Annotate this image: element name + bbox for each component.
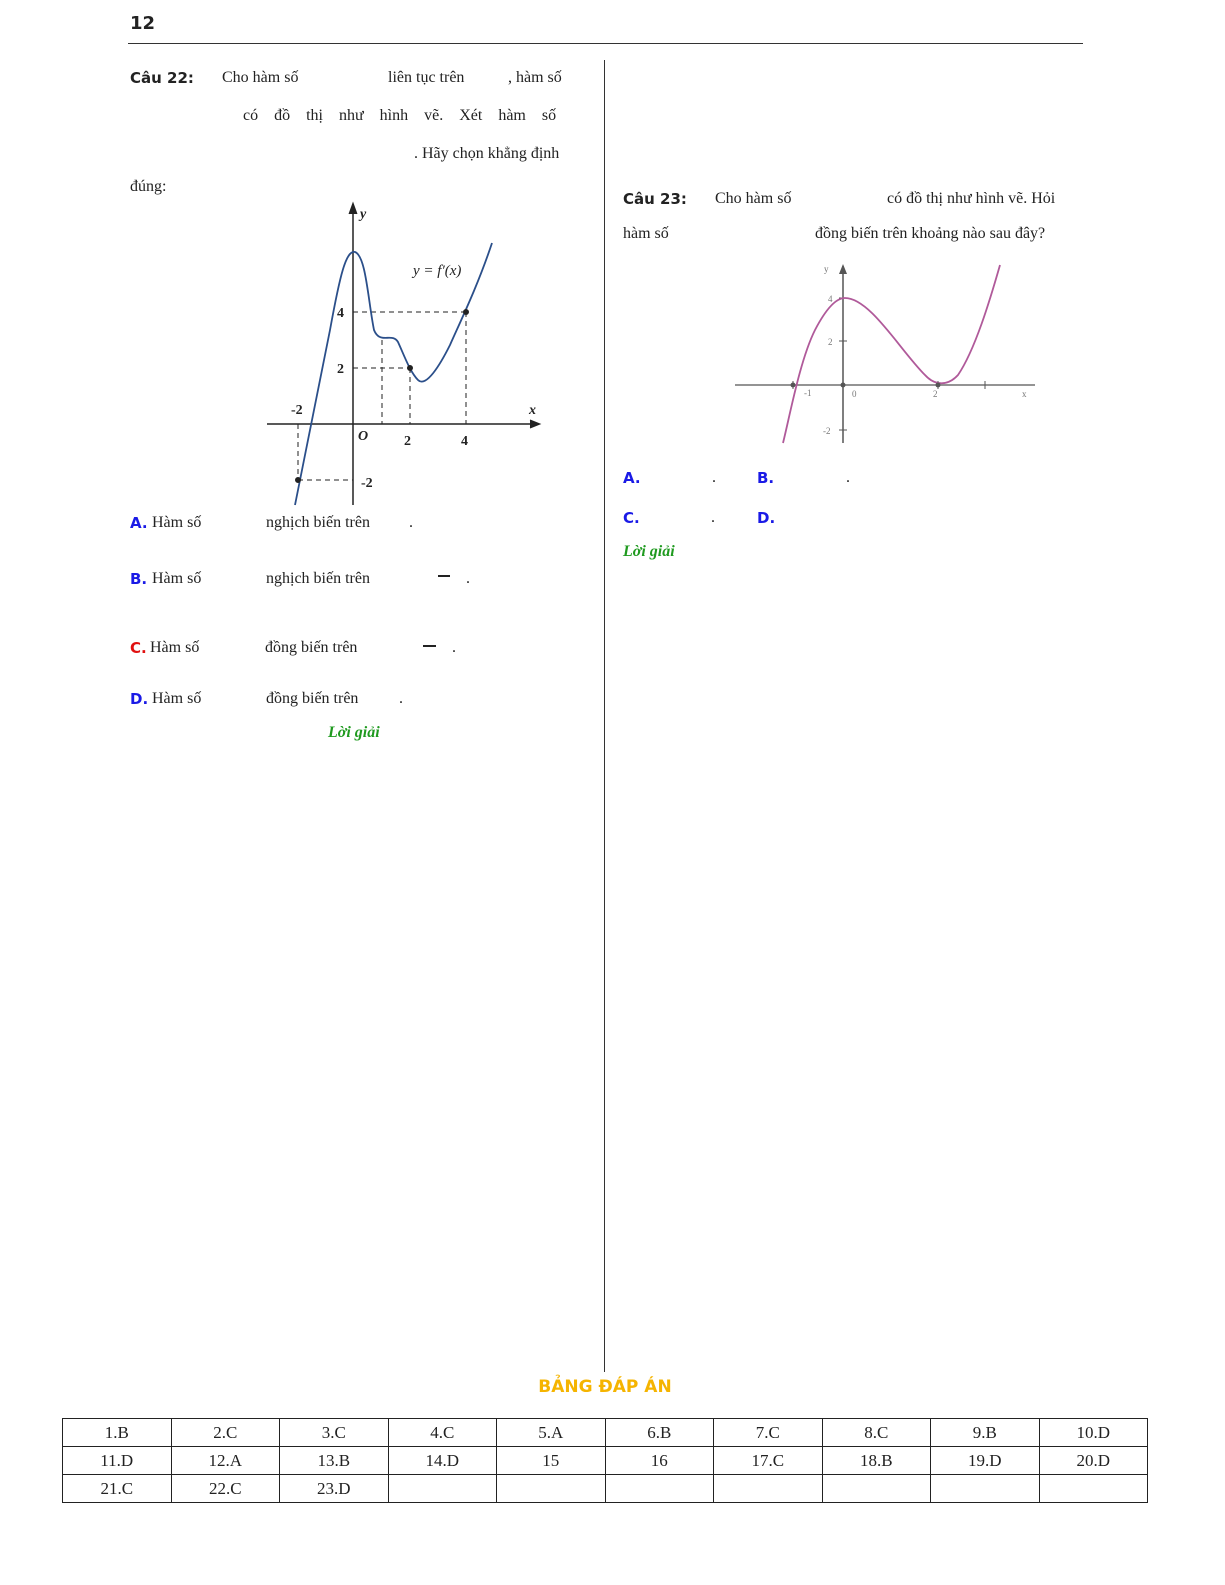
header-rule [128,43,1083,44]
table-cell [821,1474,931,1503]
tick-label: 2 [933,389,938,399]
tick-label: 4 [828,294,833,304]
text: . [712,469,716,486]
table-row: 1.B 2.C 3.C 4.C 5.A 6.B 7.C 8.C 9.B 10.D [62,1418,1148,1447]
table-cell: 12.A [170,1446,280,1475]
table-cell: 14.D [387,1446,497,1475]
text: có đồ thị như hình vẽ. Hỏi [887,190,1056,207]
tick-label: -2 [361,476,373,491]
table-cell: 22.C [170,1474,280,1503]
table-cell: 7.C [713,1418,823,1447]
origin-label: O [358,429,368,444]
table-cell: 18.B [821,1446,931,1475]
tick-label: -2 [823,426,831,436]
option-letter: D. [757,509,776,527]
table-cell: 13.B [279,1446,389,1475]
text: đúng: [130,178,167,195]
text: nghịch biến trên [266,570,370,587]
table-cell: 2.C [170,1418,280,1447]
axis-label: y [824,264,829,274]
table-cell: 15 [496,1446,606,1475]
table-cell: 6.B [604,1418,714,1447]
tick-label: 2 [828,337,833,347]
graph-f: y x -1 0 2 4 2 -2 [735,264,1035,444]
axis-label: x [528,403,536,418]
question-label: Câu 22: [130,69,194,87]
option-letter: C. [130,639,147,657]
option-letter: A. [623,469,641,487]
answer-table: 1.B 2.C 3.C 4.C 5.A 6.B 7.C 8.C 9.B 10.D 11.D 12.A 1… [62,1418,1148,1503]
tick-label: 2 [404,434,411,449]
page-number: 12 [130,13,156,34]
option-letter: B. [130,570,148,588]
table-cell: 9.B [930,1418,1040,1447]
table-cell: 5.A [496,1418,606,1447]
fraction-bar [438,575,450,577]
fraction-bar [423,645,436,647]
column-rule [604,60,605,1372]
option-letter: B. [757,469,775,487]
axis-label: y [358,207,367,222]
text: . Hãy chọn khẳng định [414,145,560,162]
tick-label: 2 [337,362,344,377]
text: Hàm số [152,570,202,587]
text: đồng biến trên [266,690,359,707]
table-cell: 10.D [1038,1418,1148,1447]
text: . [711,509,715,526]
text: hàm số [623,225,669,242]
tick-label: -2 [291,403,303,418]
table-row: 21.C 22.C 23.D [62,1474,1148,1503]
text: Cho hàm số [715,190,792,207]
table-title: BẢNG ĐÁP ÁN [538,1377,672,1397]
text: . [409,514,413,531]
curve-label: y = f′(x) [411,263,461,279]
table-cell: 11.D [62,1446,172,1475]
text: Hàm số [152,690,202,707]
text: đồng biến trên [265,639,358,656]
table-cell: 21.C [62,1474,172,1503]
table-cell [1038,1474,1148,1503]
text: . [846,469,850,486]
table-cell: 4.C [387,1418,497,1447]
text: Hàm số [152,514,202,531]
option-letter: C. [623,509,640,527]
option-letter: D. [130,690,149,708]
text: . [399,690,403,707]
text: . [452,639,456,656]
text: Cho hàm số [222,69,299,86]
table-cell [496,1474,606,1503]
table-cell: 23.D [279,1474,389,1503]
question-label: Câu 23: [623,190,687,208]
table-cell: 1.B [62,1418,172,1447]
solution-heading: Lời giải [623,543,675,560]
table-cell: 16 [604,1446,714,1475]
table-cell [713,1474,823,1503]
table-cell: 17.C [713,1446,823,1475]
table-cell: 20.D [1038,1446,1148,1475]
text: , hàm số [508,69,562,86]
tick-label: -1 [804,388,812,398]
text: đồng biến trên khoảng nào sau đây? [815,225,1046,242]
option-letter: A. [130,514,148,532]
tick-label: 4 [337,306,344,321]
axis-label: x [1022,389,1027,399]
table-cell [604,1474,714,1503]
text: có đồ thị như hình vẽ. Xét hàm số [243,107,557,124]
tick-label: 0 [852,389,857,399]
graph-f-prime: y x O y = f′(x) 4 2 -2 2 4 -2 [267,201,542,506]
tick-label: 4 [461,434,468,449]
table-cell: 8.C [821,1418,931,1447]
table-cell: 19.D [930,1446,1040,1475]
table-cell: 3.C [279,1418,389,1447]
text: liên tục trên [388,69,465,86]
table-cell [387,1474,497,1503]
text: Hàm số [150,639,200,656]
solution-heading: Lời giải [328,724,380,741]
text: . [466,570,470,587]
table-row: 11.D 12.A 13.B 14.D 15 16 17.C 18.B 19.D 20.D [62,1446,1148,1475]
table-cell [930,1474,1040,1503]
text: nghịch biến trên [266,514,370,531]
